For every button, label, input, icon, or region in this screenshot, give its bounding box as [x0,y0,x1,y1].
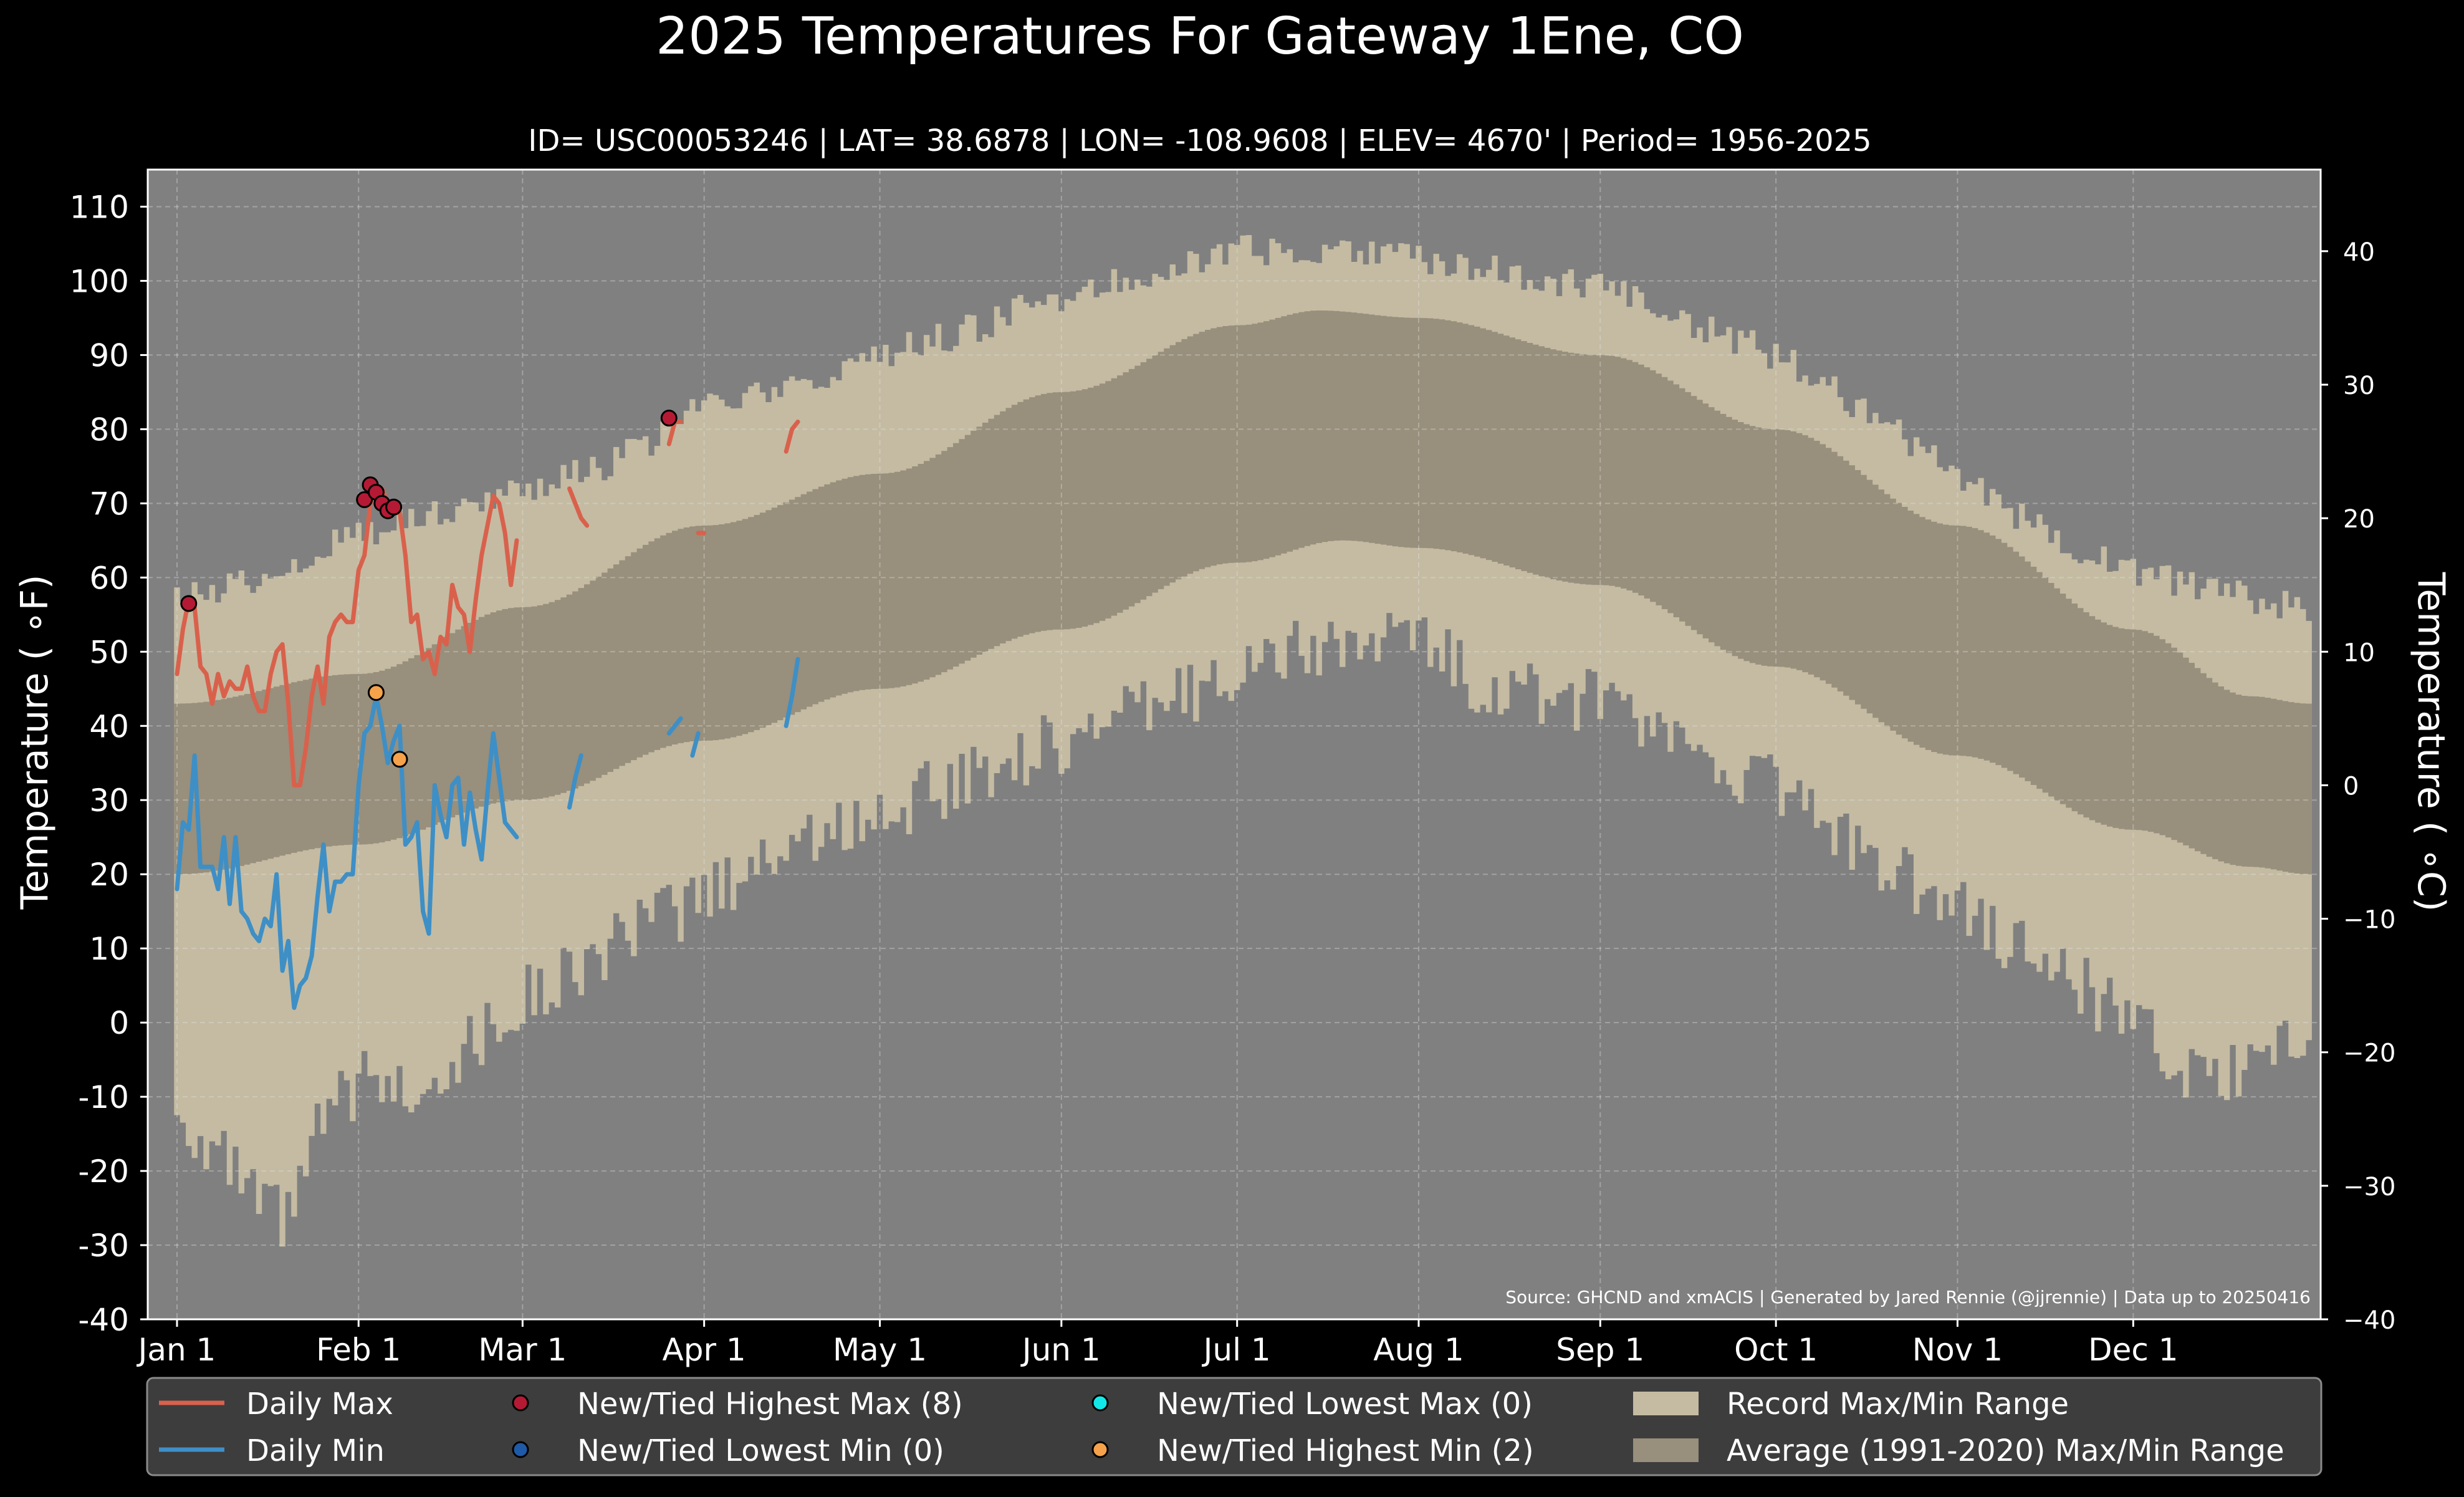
y-tick-label-left: -20 [78,1153,129,1190]
daily-max-line-segment [175,486,519,787]
y-tick-label-right: 0 [2343,772,2359,801]
y-tick-label-left: 10 [89,931,129,967]
y-tick-label-left: 100 [70,263,129,299]
legend-label-lowest-min: New/Tied Lowest Min (0) [577,1433,944,1468]
y-tick-label-left: 30 [89,782,129,819]
y-tick-label-right: 10 [2343,638,2375,667]
x-tick-label: May 1 [833,1332,927,1368]
x-tick-label: Jan 1 [137,1332,216,1368]
y-tick-label-right: −40 [2343,1306,2395,1335]
legend-item-lowest-max: New/Tied Lowest Max (0) [1091,1387,1533,1422]
legend-swatch-record-range [1633,1392,1699,1415]
legend-item-highest-min: New/Tied Highest Min (2) [1091,1433,1534,1468]
daily-max-line-segment [784,420,800,454]
legend-swatch-lowest-max [1091,1394,1109,1412]
y-axis-right: 40 30 20 10 0 −10 −20 −30 −40 [2321,238,2395,1335]
y-tick-label-left: -10 [78,1079,129,1115]
legend-label-highest-min: New/Tied Highest Min (2) [1157,1433,1534,1468]
y-tick-label-right: 20 [2343,505,2375,534]
y-axis-label-left: Temperature ( ∘F) [13,574,57,910]
x-tick-label: Dec 1 [2088,1332,2178,1368]
y-tick-label-left: 70 [89,486,129,522]
legend-swatch-lowest-min [512,1441,529,1458]
y-tick-label-right: −10 [2343,906,2395,935]
highest-min-marker [367,684,385,701]
y-tick-label-left: 20 [89,857,129,893]
y-tick-label-right: 40 [2343,238,2375,267]
y-tick-label-right: 30 [2343,372,2375,400]
series-daily-min [175,657,800,1010]
daily-min-line-segment [784,657,800,728]
highest-max-marker [356,491,373,508]
x-tick-label: Oct 1 [1734,1332,1818,1368]
legend-swatch-highest-min [1091,1441,1109,1458]
legend-label-avg-range: Average (1991-2020) Max/Min Range [1727,1433,2284,1468]
y-tick-label-left: 80 [89,412,129,448]
plot-frame [146,168,2322,1321]
legend-swatch-avg-range [1633,1438,1699,1462]
legend-item-daily-max: Daily Max [159,1387,393,1422]
highest-max-marker [385,498,403,516]
y-tick-label-left: 60 [89,560,129,596]
source-note: Source: GHCND and xmACIS | Generated by … [1505,1287,2311,1307]
daily-min-line-segment [175,694,519,1010]
legend-label-daily-max: Daily Max [246,1387,393,1422]
daily-min-line-segment [567,753,583,810]
legend-item-lowest-min: New/Tied Lowest Min (0) [512,1433,944,1468]
x-tick-label: Feb 1 [316,1332,401,1368]
y-tick-label-right: −30 [2343,1173,2395,1201]
legend-item-daily-min: Daily Min [159,1433,385,1468]
chart-subtitle: ID= USC00053246 | LAT= 38.6878 | LON= -1… [528,123,1871,158]
legend-box [146,1377,2323,1476]
daily-min-line-segment [666,716,683,736]
legend-item-record-range: Record Max/Min Range [1633,1387,2069,1422]
legend-label-lowest-max: New/Tied Lowest Max (0) [1157,1387,1533,1422]
y-tick-label-left: 0 [109,1005,129,1041]
y-tick-label-left: -40 [78,1302,129,1338]
y-tick-label-right: −20 [2343,1039,2395,1068]
x-tick-label: Mar 1 [478,1332,567,1368]
legend-label-daily-min: Daily Min [246,1433,385,1468]
chart-title: 2025 Temperatures For Gateway 1Ene, CO [656,7,1744,66]
x-tick-label: Apr 1 [663,1332,746,1368]
highest-min-marker [391,751,408,768]
x-tick-label: Aug 1 [1373,1332,1464,1368]
x-axis: Jan 1 Feb 1 Mar 1 Apr 1 May 1 Jun 1 Jul 1 Aug 1… [137,1319,2179,1368]
legend-label-record-range: Record Max/Min Range [1727,1387,2069,1422]
legend: Daily Max Daily Min New/Tied Highest Max (… [146,1377,2323,1476]
legend-swatch-highest-max [512,1394,529,1412]
plot-area: Source: GHCND and xmACIS | Generated by … [146,168,2322,1321]
y-tick-label-left: 110 [70,189,129,225]
x-tick-label: Nov 1 [1912,1332,2003,1368]
legend-label-highest-max: New/Tied Highest Max (8) [577,1387,963,1422]
legend-item-highest-max: New/Tied Highest Max (8) [512,1387,963,1422]
daily-max-line-segment [567,486,590,528]
daily-min-line-segment [690,731,701,758]
y-tick-label-left: -30 [78,1228,129,1264]
y-tick-label-left: 90 [89,337,129,373]
x-tick-label: Jul 1 [1202,1332,1271,1368]
legend-item-avg-range: Average (1991-2020) Max/Min Range [1633,1433,2284,1468]
y-tick-label-left: 50 [89,634,129,670]
highest-max-marker [180,595,198,612]
y-axis-label-right: Temperature ( ∘C) [2409,572,2453,912]
x-tick-label: Sep 1 [1556,1332,1644,1368]
highest-max-marker [660,410,678,427]
x-tick-label: Jun 1 [1020,1332,1101,1368]
y-tick-label-left: 40 [89,708,129,744]
average-range-area [174,310,2312,875]
